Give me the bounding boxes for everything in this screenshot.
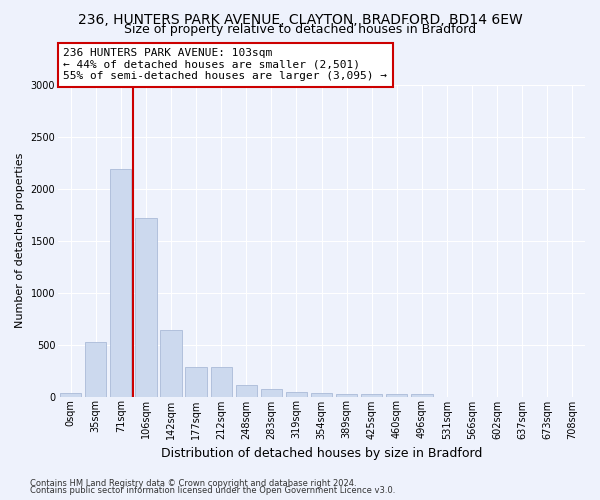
Bar	[411, 394, 433, 396]
Bar	[286, 392, 307, 396]
Bar	[60, 394, 81, 396]
Bar	[160, 330, 182, 396]
Bar	[85, 342, 106, 396]
Bar	[386, 394, 407, 396]
Text: 236 HUNTERS PARK AVENUE: 103sqm
← 44% of detached houses are smaller (2,501)
55%: 236 HUNTERS PARK AVENUE: 103sqm ← 44% of…	[64, 48, 388, 82]
Bar	[236, 384, 257, 396]
Bar	[361, 394, 382, 396]
Text: 236, HUNTERS PARK AVENUE, CLAYTON, BRADFORD, BD14 6EW: 236, HUNTERS PARK AVENUE, CLAYTON, BRADF…	[77, 12, 523, 26]
Text: Contains public sector information licensed under the Open Government Licence v3: Contains public sector information licen…	[30, 486, 395, 495]
Bar	[336, 394, 357, 396]
X-axis label: Distribution of detached houses by size in Bradford: Distribution of detached houses by size …	[161, 447, 482, 460]
Text: Contains HM Land Registry data © Crown copyright and database right 2024.: Contains HM Land Registry data © Crown c…	[30, 478, 356, 488]
Bar	[211, 368, 232, 396]
Bar	[110, 169, 131, 396]
Y-axis label: Number of detached properties: Number of detached properties	[15, 153, 25, 328]
Bar	[260, 389, 282, 396]
Bar	[311, 394, 332, 396]
Bar	[135, 218, 157, 396]
Bar	[185, 367, 207, 396]
Text: Size of property relative to detached houses in Bradford: Size of property relative to detached ho…	[124, 22, 476, 36]
